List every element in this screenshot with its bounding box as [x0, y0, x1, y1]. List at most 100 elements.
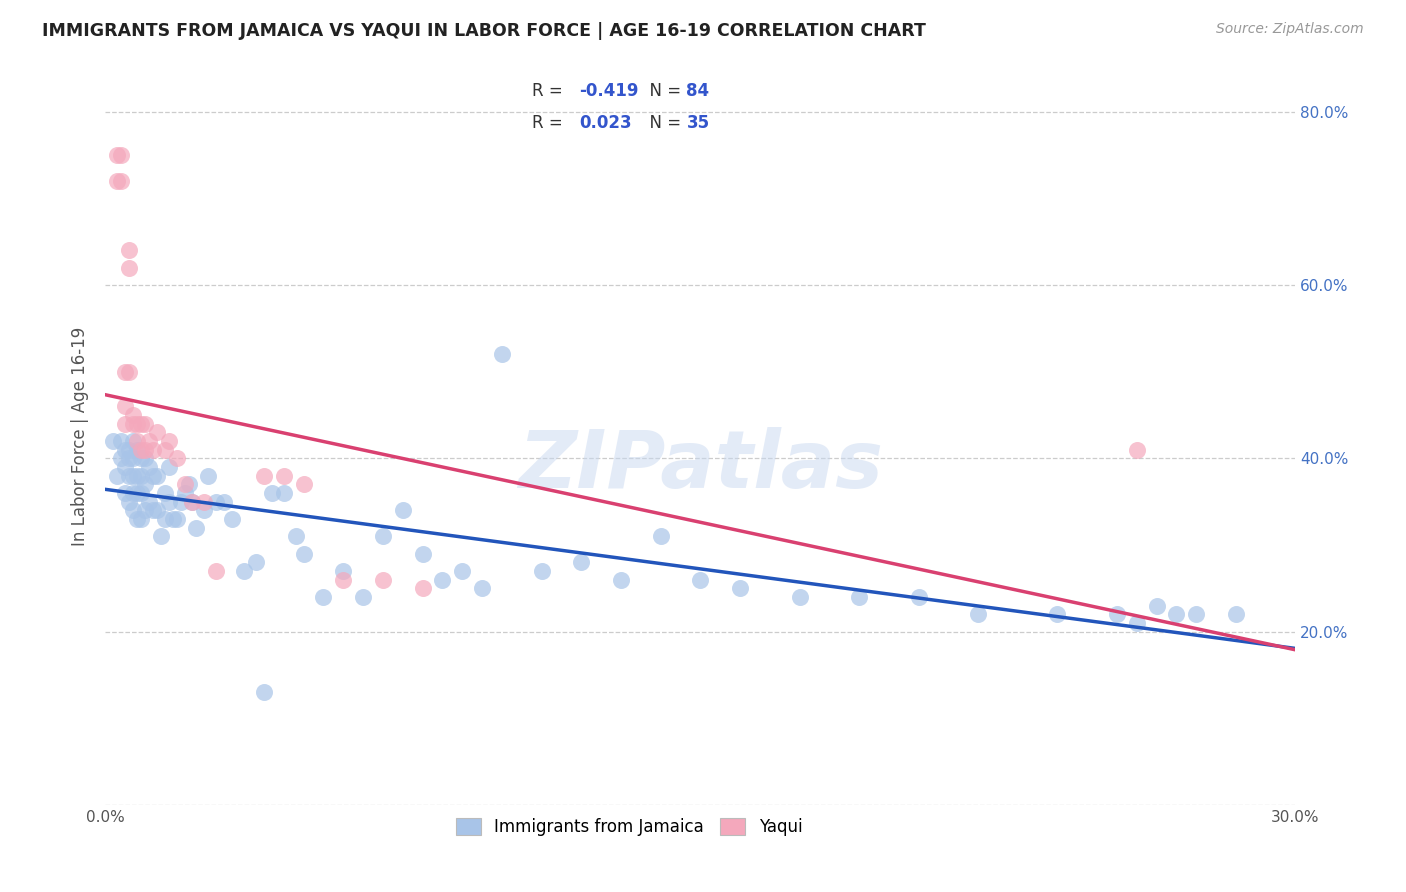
Point	[1146, 599, 1168, 613]
Point	[134, 477, 156, 491]
Point	[569, 555, 592, 569]
Point	[173, 486, 195, 500]
Point	[848, 590, 870, 604]
Point	[125, 434, 148, 449]
Point	[273, 486, 295, 500]
Point	[122, 417, 145, 431]
Point	[114, 417, 136, 431]
Point	[193, 494, 215, 508]
Point	[118, 494, 141, 508]
Point	[157, 460, 180, 475]
Point	[129, 512, 152, 526]
Point	[1126, 442, 1149, 457]
Point	[105, 148, 128, 162]
Point	[162, 512, 184, 526]
Point	[149, 529, 172, 543]
Point	[138, 460, 160, 475]
Point	[284, 529, 307, 543]
Point	[352, 590, 374, 604]
Point	[205, 564, 228, 578]
Point	[245, 555, 267, 569]
Point	[122, 408, 145, 422]
Point	[169, 494, 191, 508]
Point	[110, 451, 132, 466]
Point	[412, 582, 434, 596]
Point	[451, 564, 474, 578]
Point	[129, 417, 152, 431]
Point	[118, 244, 141, 258]
Point	[134, 451, 156, 466]
Point	[332, 564, 354, 578]
Text: -0.419: -0.419	[579, 82, 638, 100]
Text: 35: 35	[686, 114, 710, 132]
Point	[181, 494, 204, 508]
Y-axis label: In Labor Force | Age 16-19: In Labor Force | Age 16-19	[72, 327, 89, 547]
Text: Source: ZipAtlas.com: Source: ZipAtlas.com	[1216, 22, 1364, 37]
Point	[105, 174, 128, 188]
Point	[197, 468, 219, 483]
Point	[153, 486, 176, 500]
Point	[471, 582, 494, 596]
Point	[371, 573, 394, 587]
Point	[118, 365, 141, 379]
Point	[530, 564, 553, 578]
Text: 84: 84	[686, 82, 710, 100]
Point	[114, 442, 136, 457]
Point	[157, 434, 180, 449]
Point	[122, 486, 145, 500]
Point	[1166, 607, 1188, 622]
Point	[146, 468, 169, 483]
Point	[332, 573, 354, 587]
Point	[1225, 607, 1247, 622]
Point	[166, 512, 188, 526]
Text: N =: N =	[638, 82, 686, 100]
Point	[186, 521, 208, 535]
Point	[110, 434, 132, 449]
Point	[491, 347, 513, 361]
Point	[125, 417, 148, 431]
Point	[253, 468, 276, 483]
Point	[212, 494, 235, 508]
Point	[114, 400, 136, 414]
Point	[273, 468, 295, 483]
Point	[146, 503, 169, 517]
Point	[142, 468, 165, 483]
Text: ZIPatlas: ZIPatlas	[517, 427, 883, 505]
Point	[129, 468, 152, 483]
Point	[728, 582, 751, 596]
Point	[118, 260, 141, 275]
Point	[157, 494, 180, 508]
Point	[689, 573, 711, 587]
Point	[1126, 615, 1149, 630]
Point	[432, 573, 454, 587]
Point	[125, 468, 148, 483]
Point	[312, 590, 335, 604]
Point	[1185, 607, 1208, 622]
Point	[166, 451, 188, 466]
Point	[138, 434, 160, 449]
Text: 0.023: 0.023	[579, 114, 631, 132]
Point	[412, 547, 434, 561]
Point	[907, 590, 929, 604]
Point	[173, 477, 195, 491]
Point	[177, 477, 200, 491]
Point	[122, 434, 145, 449]
Point	[129, 486, 152, 500]
Point	[142, 503, 165, 517]
Point	[253, 685, 276, 699]
Point	[146, 425, 169, 440]
Point	[122, 451, 145, 466]
Point	[205, 494, 228, 508]
Point	[153, 512, 176, 526]
Point	[129, 442, 152, 457]
Point	[125, 512, 148, 526]
Text: IMMIGRANTS FROM JAMAICA VS YAQUI IN LABOR FORCE | AGE 16-19 CORRELATION CHART: IMMIGRANTS FROM JAMAICA VS YAQUI IN LABO…	[42, 22, 927, 40]
Point	[118, 442, 141, 457]
Point	[789, 590, 811, 604]
Point	[292, 477, 315, 491]
Point	[105, 468, 128, 483]
Point	[193, 503, 215, 517]
Point	[114, 486, 136, 500]
Point	[610, 573, 633, 587]
Point	[1105, 607, 1128, 622]
